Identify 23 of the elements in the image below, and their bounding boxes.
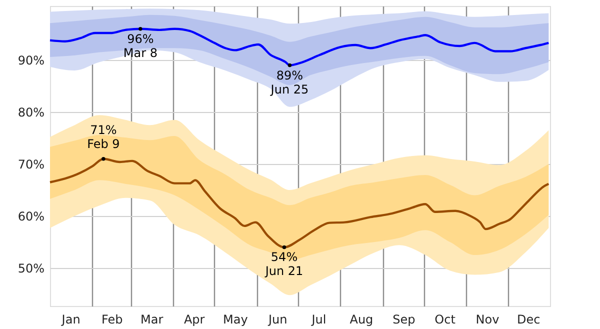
x-tick-label: Dec	[516, 312, 540, 326]
x-tick-label: Oct	[434, 312, 456, 326]
annotation: 89% Jun 25	[270, 68, 309, 96]
x-tick-label: Nov	[476, 312, 500, 326]
annotation: 54% Jun 21	[264, 250, 304, 278]
x-tick-label: Mar	[140, 312, 164, 326]
annotation: 71% Feb 9	[87, 122, 120, 151]
line-series	[48, 156, 550, 250]
x-tick-label: Jun	[268, 312, 288, 326]
x-tick-label: Apr	[184, 312, 205, 326]
annotation: 96% Mar 8	[123, 32, 158, 60]
x-tick-label: Feb	[102, 312, 123, 326]
y-tick-label: 60%	[18, 210, 44, 224]
x-tick-label: Aug	[350, 312, 374, 326]
y-tick-label: 70%	[18, 158, 44, 172]
x-tick-label: May	[223, 312, 248, 326]
line-series	[48, 27, 550, 68]
y-tick-label: 50%	[18, 262, 44, 276]
x-tick-label: Sep	[392, 312, 416, 326]
x-tick-label: Jan	[60, 312, 80, 326]
x-tick-label: Jul	[310, 312, 326, 326]
y-tick-label: 90%	[18, 54, 44, 68]
y-tick-label: 80%	[18, 106, 44, 120]
